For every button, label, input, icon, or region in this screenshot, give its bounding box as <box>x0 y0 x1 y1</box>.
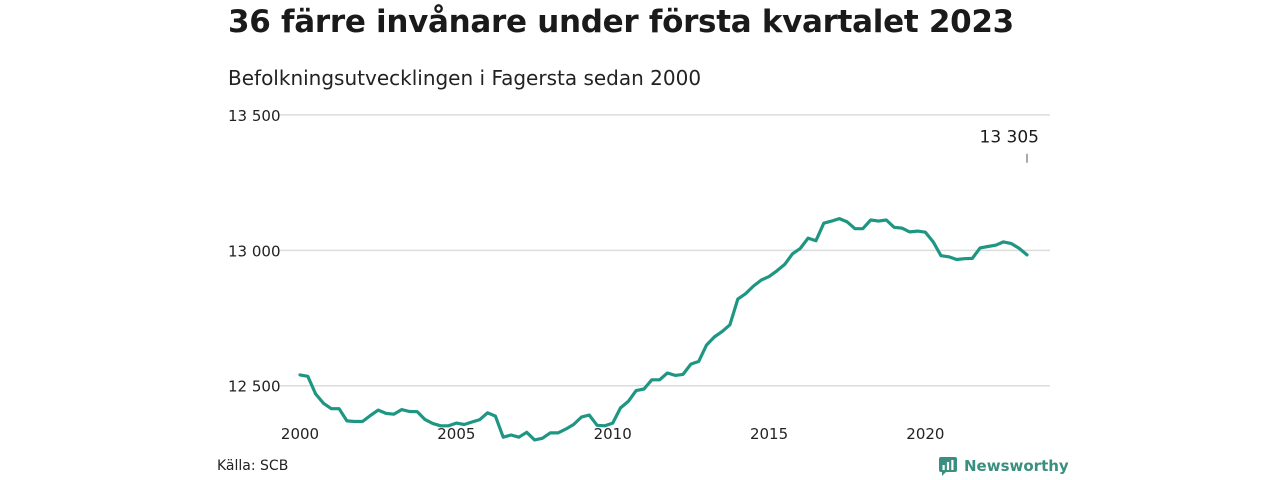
x-tick-label-2000: 2000 <box>281 425 319 443</box>
x-tick-label-2005: 2005 <box>437 425 475 443</box>
x-tick-label-2010: 2010 <box>594 425 632 443</box>
series-group <box>298 217 1029 442</box>
annotation-label: 13 305 <box>980 128 1039 148</box>
y-tick-label-13000: 13 000 <box>228 242 281 260</box>
x-tick-label-2015: 2015 <box>750 425 788 443</box>
x-tick-labels: 2000 2005 2010 2015 2020 <box>281 425 945 443</box>
x-tick-label-2020: 2020 <box>906 425 944 443</box>
series-line <box>298 217 1029 442</box>
y-tick-label-12500: 12 500 <box>228 378 281 396</box>
y-tick-labels: 12 500 13 000 13 500 <box>228 107 281 396</box>
newsworthy-logo-icon <box>939 457 957 476</box>
source-note: Källa: SCB <box>217 458 289 474</box>
grid-lines <box>278 114 1050 387</box>
chart-subtitle: Befolkningsutvecklingen i Fagersta sedan… <box>228 66 702 90</box>
brand-name: Newsworthy <box>964 457 1069 475</box>
annotation-group: 13 305 <box>980 128 1039 163</box>
chart-title: 36 färre invånare under första kvartalet… <box>228 4 1014 40</box>
brand-logo[interactable]: Newsworthy <box>938 456 1069 476</box>
y-tick-label-13500: 13 500 <box>228 107 281 125</box>
